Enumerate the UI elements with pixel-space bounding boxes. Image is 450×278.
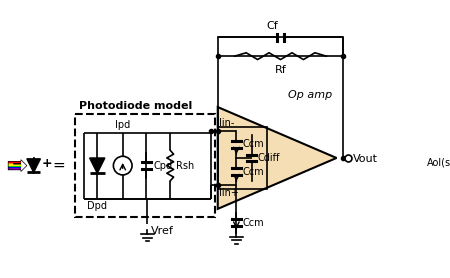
Text: Aol(s): Aol(s) <box>427 157 450 167</box>
Bar <box>8 163 21 164</box>
Text: Cf: Cf <box>266 21 278 31</box>
Text: Cpd: Cpd <box>153 161 172 171</box>
Text: Cdiff: Cdiff <box>257 153 280 163</box>
Text: Ipd: Ipd <box>115 120 130 130</box>
Text: Iin-: Iin- <box>220 118 235 128</box>
Text: Vout: Vout <box>353 154 378 164</box>
Polygon shape <box>218 107 337 209</box>
Text: Ccm: Ccm <box>243 218 264 228</box>
Text: Photodiode model: Photodiode model <box>79 101 192 111</box>
Text: Dpd: Dpd <box>87 201 107 211</box>
Bar <box>8 168 21 170</box>
Text: Op amp: Op amp <box>288 90 332 100</box>
Text: −: − <box>12 157 22 170</box>
Bar <box>8 161 21 163</box>
Bar <box>8 164 21 166</box>
Text: Rf: Rf <box>274 66 286 76</box>
Text: +: + <box>42 157 53 170</box>
Bar <box>8 166 21 167</box>
Polygon shape <box>90 158 105 173</box>
Text: =: = <box>52 158 65 173</box>
Bar <box>218 126 267 189</box>
Text: Ccm: Ccm <box>243 167 264 177</box>
Text: Iin+: Iin+ <box>220 188 239 198</box>
Text: Ccm: Ccm <box>243 139 264 149</box>
Polygon shape <box>27 159 40 172</box>
Bar <box>8 167 21 168</box>
Text: Vref: Vref <box>151 226 174 236</box>
Text: Rsh: Rsh <box>176 161 194 171</box>
